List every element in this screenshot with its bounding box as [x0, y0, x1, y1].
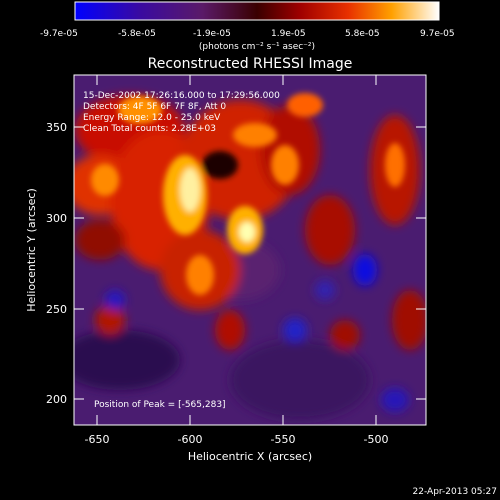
- y-tick-3: 350: [46, 121, 67, 134]
- colorbar-units: (photons cm⁻² s⁻¹ asec⁻²): [199, 42, 315, 52]
- colorbar: [74, 1, 440, 21]
- x-axis-ticks: [96, 75, 377, 425]
- x-tick-0: -650: [85, 433, 110, 446]
- colorbar-tick-5: 9.7e-05: [420, 29, 455, 39]
- peak-position: Position of Peak = [-565,283]: [94, 400, 226, 410]
- info-line-3: Clean Total counts: 2.28E+03: [83, 124, 216, 134]
- y-tick-labels: 200 250 300 350: [46, 121, 67, 406]
- x-tick-labels: -650 -600 -550 -500: [85, 433, 389, 446]
- info-line-0: 15-Dec-2002 17:26:16.000 to 17:29:56.000: [83, 91, 280, 101]
- colorbar-tick-4: 5.8e-05: [345, 29, 380, 39]
- info-line-1: Detectors: 4F 5F 6F 7F 8F, Att 0: [83, 102, 226, 112]
- y-axis-label: Heliocentric Y (arcsec): [25, 188, 38, 312]
- colorbar-tick-3: 1.9e-05: [271, 29, 306, 39]
- y-axis-ticks: [74, 126, 426, 400]
- x-tick-2: -550: [271, 433, 296, 446]
- rhessi-image: [74, 75, 426, 425]
- y-tick-0: 200: [46, 393, 67, 406]
- y-tick-2: 300: [46, 212, 67, 225]
- x-tick-3: -500: [364, 433, 389, 446]
- image-info: 15-Dec-2002 17:26:16.000 to 17:29:56.000…: [83, 91, 280, 134]
- colorbar-tick-2: -1.9e-05: [193, 29, 231, 39]
- footer-date: 22-Apr-2013 05:27: [413, 487, 497, 497]
- colorbar-tick-0: -9.7e-05: [40, 29, 78, 39]
- colorbar-ticks: -9.7e-05 -5.8e-05 -1.9e-05 1.9e-05 5.8e-…: [40, 29, 455, 39]
- colorbar-tick-1: -5.8e-05: [118, 29, 156, 39]
- info-line-2: Energy Range: 12.0 - 25.0 keV: [83, 113, 221, 123]
- image-title: Reconstructed RHESSI Image: [148, 56, 353, 72]
- y-tick-1: 250: [46, 303, 67, 316]
- x-axis-label: Heliocentric X (arcsec): [188, 450, 312, 463]
- x-tick-1: -600: [178, 433, 203, 446]
- plot-frame: [73, 74, 427, 426]
